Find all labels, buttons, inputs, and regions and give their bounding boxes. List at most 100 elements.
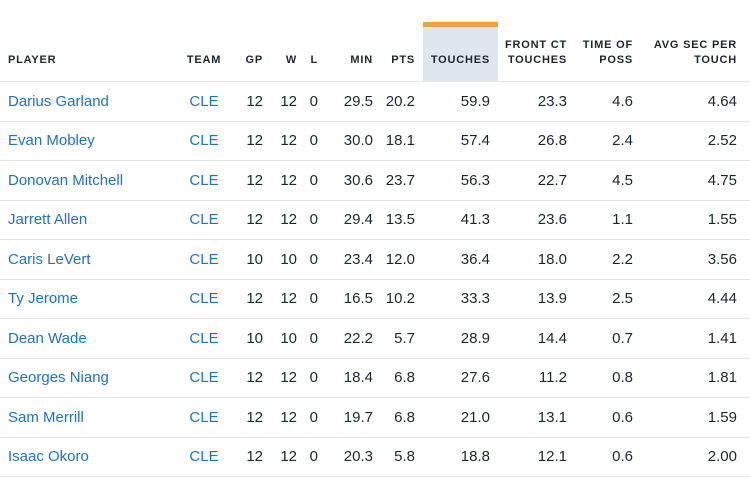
touches-cell: 57.4 bbox=[423, 122, 498, 161]
team-link[interactable]: CLE bbox=[189, 171, 219, 189]
team-link[interactable]: CLE bbox=[189, 448, 219, 466]
column-header-team[interactable]: TEAM bbox=[180, 22, 228, 82]
time_of_poss-cell: 0.6 bbox=[575, 438, 641, 477]
time_of_poss-cell: 0.8 bbox=[575, 359, 641, 398]
team-cell: CLE bbox=[180, 438, 228, 477]
time_of_poss-cell: 0.6 bbox=[575, 398, 641, 438]
column-header-front_ct_touches[interactable]: FRONT CT TOUCHES bbox=[498, 22, 575, 82]
column-header-gp[interactable]: GP bbox=[228, 22, 271, 82]
player-link[interactable]: Georges Niang bbox=[8, 369, 109, 387]
team-link[interactable]: CLE bbox=[189, 408, 219, 426]
touches-cell: 18.8 bbox=[423, 438, 498, 477]
column-header-label: TEAM bbox=[186, 54, 222, 66]
avg_sec_per_touch-cell: 2.00 bbox=[641, 438, 750, 477]
pts-cell: 10.2 bbox=[381, 280, 423, 319]
pts-cell: 20.2 bbox=[381, 82, 423, 122]
team-link[interactable]: CLE bbox=[189, 329, 219, 347]
player-link[interactable]: Donovan Mitchell bbox=[8, 171, 124, 189]
team-cell: CLE bbox=[180, 161, 228, 201]
time_of_poss-cell: 2.2 bbox=[575, 240, 641, 280]
team-cell: CLE bbox=[180, 280, 228, 319]
column-header-pts[interactable]: PTS bbox=[381, 22, 423, 82]
min-cell: 16.5 bbox=[326, 280, 381, 319]
gp-cell: 10 bbox=[228, 319, 271, 359]
table-row: Georges Niang CLE 12 12 0 18.4 6.8 27.6 11.2 0.8 1… bbox=[0, 359, 750, 398]
team-cell: CLE bbox=[180, 359, 228, 398]
l-cell: 0 bbox=[305, 161, 326, 201]
player-link[interactable]: Jarrett Allen bbox=[8, 211, 88, 229]
player-link[interactable]: Darius Garland bbox=[8, 92, 109, 110]
player-cell: Georges Niang bbox=[0, 359, 180, 398]
min-cell: 30.6 bbox=[326, 161, 381, 201]
gp-cell: 12 bbox=[228, 398, 271, 438]
player-cell: Isaac Okoro bbox=[0, 438, 180, 477]
column-header-l[interactable]: L bbox=[305, 22, 326, 82]
avg_sec_per_touch-cell: 1.81 bbox=[641, 359, 750, 398]
table-row: Isaac Okoro CLE 12 12 0 20.3 5.8 18.8 12.1 0.6 2.0… bbox=[0, 438, 750, 477]
touches-cell: 36.4 bbox=[423, 240, 498, 280]
column-header-avg_sec_per_touch[interactable]: AVG SEC PER TOUCH bbox=[641, 22, 750, 82]
player-cell: Caris LeVert bbox=[0, 240, 180, 280]
front_ct_touches-cell: 11.2 bbox=[498, 359, 575, 398]
avg_sec_per_touch-cell: 4.44 bbox=[641, 280, 750, 319]
time_of_poss-cell: 0.7 bbox=[575, 319, 641, 359]
team-link[interactable]: CLE bbox=[189, 369, 219, 387]
player-link[interactable]: Ty Jerome bbox=[8, 290, 79, 308]
team-link[interactable]: CLE bbox=[189, 290, 219, 308]
avg_sec_per_touch-cell: 4.64 bbox=[641, 82, 750, 122]
team-link[interactable]: CLE bbox=[189, 211, 219, 229]
l-cell: 0 bbox=[305, 82, 326, 122]
gp-cell: 12 bbox=[228, 201, 271, 240]
gp-cell: 12 bbox=[228, 359, 271, 398]
player-link[interactable]: Sam Merrill bbox=[8, 408, 84, 426]
column-header-min[interactable]: MIN bbox=[326, 22, 381, 82]
pts-cell: 5.8 bbox=[381, 438, 423, 477]
min-cell: 29.4 bbox=[326, 201, 381, 240]
touches-cell: 21.0 bbox=[423, 398, 498, 438]
w-cell: 12 bbox=[271, 161, 305, 201]
w-cell: 12 bbox=[271, 438, 305, 477]
gp-cell: 12 bbox=[228, 122, 271, 161]
team-link[interactable]: CLE bbox=[189, 132, 219, 150]
w-cell: 12 bbox=[271, 82, 305, 122]
front_ct_touches-cell: 12.1 bbox=[498, 438, 575, 477]
team-cell: CLE bbox=[180, 319, 228, 359]
stats-table-head: PLAYER TEAM GP W L MIN PTS TOUCHES FRONT CT TOUCH… bbox=[0, 22, 750, 82]
player-link[interactable]: Caris LeVert bbox=[8, 250, 91, 268]
player-cell: Jarrett Allen bbox=[0, 201, 180, 240]
player-link[interactable]: Dean Wade bbox=[8, 329, 87, 347]
player-cell: Donovan Mitchell bbox=[0, 161, 180, 201]
table-row: Ty Jerome CLE 12 12 0 16.5 10.2 33.3 13.9 2.5 4.44 bbox=[0, 280, 750, 319]
front_ct_touches-cell: 13.9 bbox=[498, 280, 575, 319]
gp-cell: 12 bbox=[228, 438, 271, 477]
column-header-w[interactable]: W bbox=[271, 22, 305, 82]
player-link[interactable]: Isaac Okoro bbox=[8, 448, 89, 466]
touches-cell: 56.3 bbox=[423, 161, 498, 201]
column-header-label: TOUCHES bbox=[430, 54, 490, 66]
player-cell: Evan Mobley bbox=[0, 122, 180, 161]
player-link[interactable]: Evan Mobley bbox=[8, 132, 95, 150]
column-header-time_of_poss[interactable]: TIME OF POSS bbox=[575, 22, 641, 82]
min-cell: 18.4 bbox=[326, 359, 381, 398]
w-cell: 12 bbox=[271, 398, 305, 438]
table-row: Sam Merrill CLE 12 12 0 19.7 6.8 21.0 13.1 0.6 1.5… bbox=[0, 398, 750, 438]
table-row: Jarrett Allen CLE 12 12 0 29.4 13.5 41.3 23.6 1.1… bbox=[0, 201, 750, 240]
table-row: Caris LeVert CLE 10 10 0 23.4 12.0 36.4 18.0 2.2 3… bbox=[0, 240, 750, 280]
min-cell: 30.0 bbox=[326, 122, 381, 161]
team-link[interactable]: CLE bbox=[189, 250, 219, 268]
team-cell: CLE bbox=[180, 240, 228, 280]
team-link[interactable]: CLE bbox=[189, 92, 219, 110]
column-header-touches[interactable]: TOUCHES bbox=[423, 22, 498, 82]
front_ct_touches-cell: 23.3 bbox=[498, 82, 575, 122]
gp-cell: 12 bbox=[228, 82, 271, 122]
column-header-label: POSS bbox=[599, 54, 633, 66]
touches-cell: 59.9 bbox=[423, 82, 498, 122]
l-cell: 0 bbox=[305, 398, 326, 438]
player-cell: Darius Garland bbox=[0, 82, 180, 122]
column-header-player[interactable]: PLAYER bbox=[0, 22, 180, 82]
w-cell: 12 bbox=[271, 201, 305, 240]
column-header-label: FRONT CT bbox=[504, 39, 567, 51]
min-cell: 19.7 bbox=[326, 398, 381, 438]
time_of_poss-cell: 2.4 bbox=[575, 122, 641, 161]
